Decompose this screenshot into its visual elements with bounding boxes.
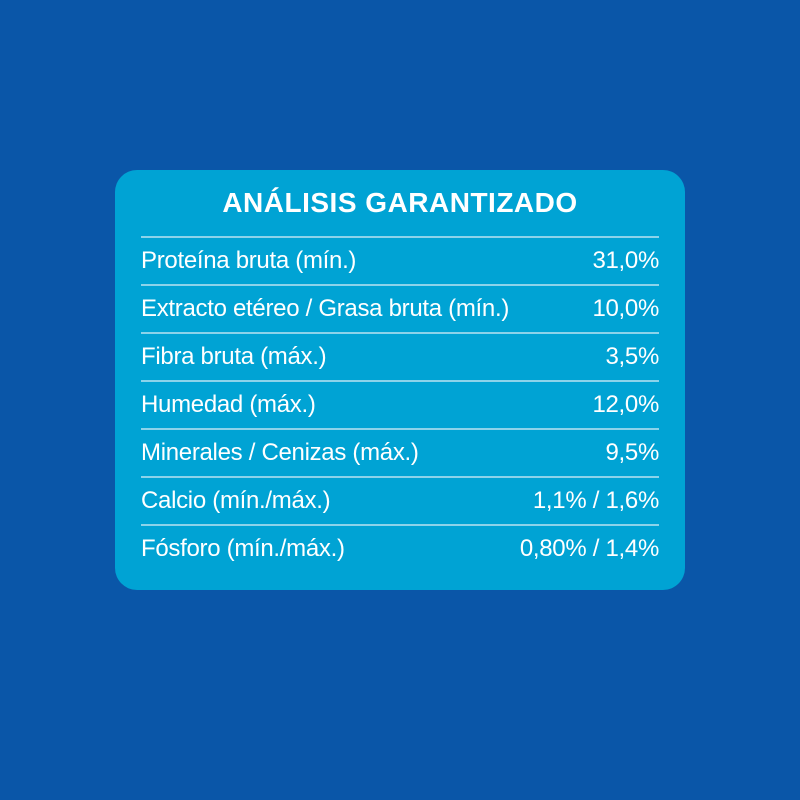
nutrient-value: 10,0% [592,295,659,322]
nutrient-value: 0,80% / 1,4% [519,535,659,562]
analysis-row: Extracto etéreo / Grasa bruta (mín.) 10,… [141,284,659,332]
nutrient-label: Humedad (máx.) [141,391,316,418]
nutrient-label: Extracto etéreo / Grasa bruta (mín.) [141,295,510,322]
nutrient-value: 9,5% [605,439,659,466]
analysis-row: Calcio (mín./máx.) 1,1% / 1,6% [141,476,659,524]
nutrient-label: Minerales / Cenizas (máx.) [141,439,419,466]
nutrient-value: 12,0% [592,391,659,418]
nutrient-value: 3,5% [605,343,659,370]
analysis-row: Minerales / Cenizas (máx.) 9,5% [141,428,659,476]
analysis-row: Humedad (máx.) 12,0% [141,380,659,428]
nutrient-label: Fósforo (mín./máx.) [141,535,345,562]
analysis-row: Proteína bruta (mín.) 31,0% [141,236,659,284]
analysis-row: Fibra bruta (máx.) 3,5% [141,332,659,380]
analysis-row: Fósforo (mín./máx.) 0,80% / 1,4% [141,524,659,572]
nutrient-label: Fibra bruta (máx.) [141,343,327,370]
nutrient-label: Calcio (mín./máx.) [141,487,331,514]
nutrient-value: 31,0% [592,247,659,274]
guaranteed-analysis-card: ANÁLISIS GARANTIZADO Proteína bruta (mín… [115,170,685,590]
nutrient-label: Proteína bruta (mín.) [141,247,357,274]
nutrient-value: 1,1% / 1,6% [532,487,659,514]
card-title: ANÁLISIS GARANTIZADO [222,187,578,218]
